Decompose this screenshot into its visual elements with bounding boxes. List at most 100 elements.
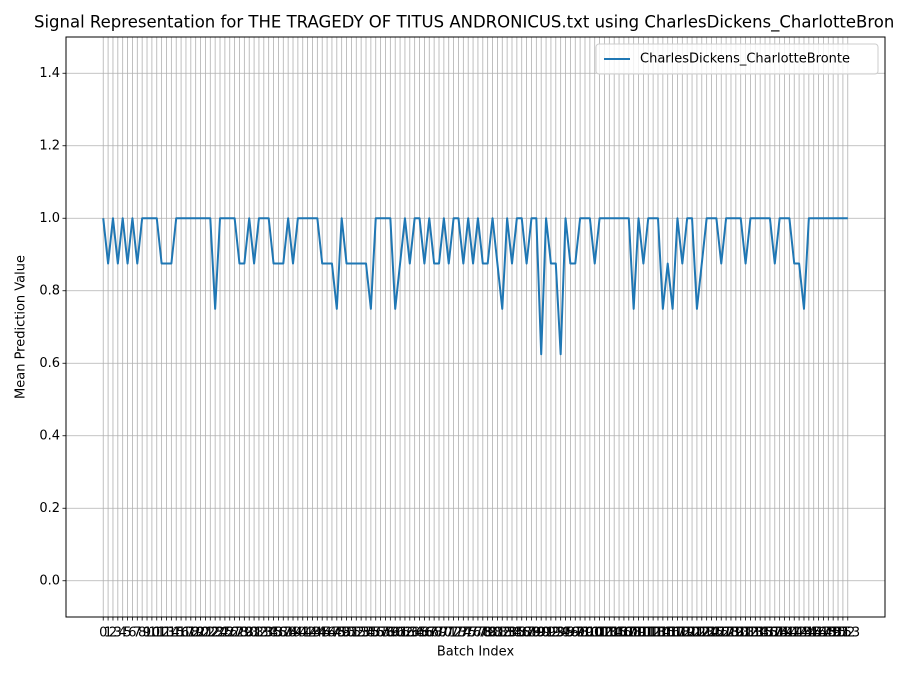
- x-tick-label: 48: [329, 626, 346, 641]
- y-axis-label: Mean Prediction Value: [14, 255, 29, 399]
- x-tick-label: 147: [806, 626, 831, 641]
- x-tick-label: 124: [694, 626, 719, 641]
- y-tick-label: 1.4: [39, 66, 60, 81]
- x-tick-label: 68: [426, 626, 443, 641]
- x-tick-label: 76: [465, 626, 482, 641]
- y-tick-label: 1.0: [39, 211, 60, 226]
- x-tick-label: 115: [650, 626, 675, 641]
- x-tick-label: 31: [246, 626, 263, 641]
- x-tick-label: 82: [494, 626, 511, 641]
- x-tick-label: 19: [187, 626, 204, 641]
- x-tick-label: 64: [406, 626, 423, 641]
- x-tick-label: 45: [314, 626, 331, 641]
- x-tick-label: 69: [431, 626, 448, 641]
- x-tick-label: 112: [636, 626, 661, 641]
- x-tick-label: 85: [509, 626, 526, 641]
- x-tick-label: 83: [499, 626, 516, 641]
- chart-title: Signal Representation for THE TRAGEDY OF…: [34, 13, 894, 33]
- x-tick-label: 136: [753, 626, 778, 641]
- x-tick-label: 24: [212, 626, 229, 641]
- x-tick-label: 130: [723, 626, 748, 641]
- y-tick-label: 0.8: [39, 283, 60, 298]
- x-tick-label: 141: [777, 626, 802, 641]
- x-tick-label: 57: [372, 626, 389, 641]
- y-tick-label: 0.6: [39, 356, 60, 371]
- x-tick-label: 23: [207, 626, 224, 641]
- x-tick-label: 100: [577, 626, 602, 641]
- x-tick-label: 22: [202, 626, 219, 641]
- x-tick-label: 67: [421, 626, 438, 641]
- x-tick-label: 59: [382, 626, 399, 641]
- x-tick-label: 60: [387, 626, 404, 641]
- x-tick-label: 36: [270, 626, 287, 641]
- x-tick-label: 122: [685, 626, 710, 641]
- x-tick-label: 89: [528, 626, 545, 641]
- x-tick-label: 90: [533, 626, 550, 641]
- x-axis-label: Batch Index: [437, 645, 515, 660]
- x-tick-label: 129: [719, 626, 744, 641]
- x-tick-label: 32: [251, 626, 268, 641]
- x-tick-label: 29: [236, 626, 253, 641]
- x-tick-label: 25: [217, 626, 234, 641]
- x-tick-label: 139: [767, 626, 792, 641]
- x-tick-label: 149: [816, 626, 841, 641]
- x-tick-label: 117: [660, 626, 685, 641]
- x-tick-label: 8: [138, 626, 146, 641]
- x-tick-label: 58: [377, 626, 394, 641]
- x-tick-label: 123: [689, 626, 714, 641]
- x-tick-label: 127: [709, 626, 734, 641]
- x-tick-label: 103: [592, 626, 617, 641]
- x-tick-label: 142: [782, 626, 807, 641]
- x-tick-label: 62: [397, 626, 414, 641]
- x-tick-label: 145: [796, 626, 821, 641]
- x-tick-label: 39: [285, 626, 302, 641]
- x-tick-label: 134: [743, 626, 768, 641]
- x-tick-label: 132: [733, 626, 758, 641]
- data-line: [102, 217, 848, 356]
- x-tick-label: 138: [762, 626, 787, 641]
- x-tick-label: 87: [518, 626, 535, 641]
- x-tick-label: 111: [631, 626, 656, 641]
- x-tick-label: 95: [557, 626, 574, 641]
- x-tick-label: 75: [460, 626, 477, 641]
- x-tick-label: 144: [792, 626, 817, 641]
- x-tick-label: 33: [256, 626, 273, 641]
- x-tick-label: 49: [333, 626, 350, 641]
- x-tick-label: 10: [144, 626, 161, 641]
- x-tick-label: 107: [612, 626, 637, 641]
- x-tick-label: 66: [416, 626, 433, 641]
- x-tick-label: 52: [348, 626, 365, 641]
- x-tick-label: 98: [572, 626, 589, 641]
- x-tick-label: 34: [260, 626, 277, 641]
- x-tick-label: 104: [597, 626, 622, 641]
- x-tick-label: 1: [104, 626, 112, 641]
- x-tick-label: 17: [178, 626, 195, 641]
- x-tick-label: 150: [821, 626, 846, 641]
- y-tick-label: 0.2: [39, 501, 60, 516]
- x-tick-label: 114: [646, 626, 671, 641]
- x-tick-label: 71: [440, 626, 457, 641]
- x-tick-label: 148: [811, 626, 836, 641]
- x-tick-label: 86: [513, 626, 530, 641]
- x-tick-label: 77: [470, 626, 487, 641]
- x-tick-label: 120: [675, 626, 700, 641]
- x-tick-label: 91: [538, 626, 555, 641]
- x-tick-label: 88: [523, 626, 540, 641]
- x-tick-label: 110: [626, 626, 651, 641]
- x-tick-label: 6: [128, 626, 136, 641]
- x-tick-label: 21: [197, 626, 214, 641]
- x-tick-label: 105: [602, 626, 627, 641]
- x-tick-label: 84: [504, 626, 521, 641]
- x-tick-label: 26: [221, 626, 238, 641]
- x-tick-label: 73: [450, 626, 467, 641]
- x-tick-label: 4: [119, 626, 127, 641]
- x-tick-label: 38: [280, 626, 297, 641]
- x-tick-label: 152: [830, 626, 855, 641]
- x-tick-label: 143: [787, 626, 812, 641]
- x-tick-label: 146: [801, 626, 826, 641]
- x-tick-label: 46: [319, 626, 336, 641]
- legend-label: CharlesDickens_CharlotteBronte: [640, 52, 850, 67]
- x-tick-label: 18: [183, 626, 200, 641]
- x-tick-label: 28: [231, 626, 248, 641]
